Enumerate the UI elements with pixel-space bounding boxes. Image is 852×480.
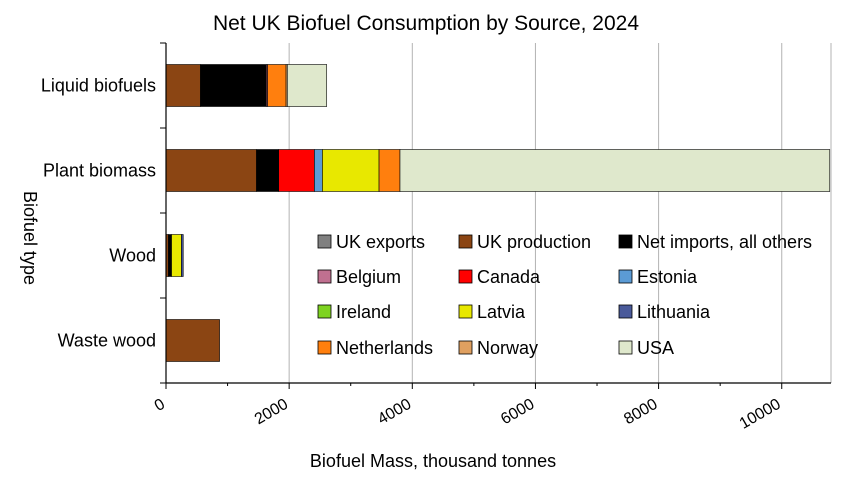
x-axis-label: Biofuel Mass, thousand tonnes — [310, 451, 556, 471]
bar-segment — [200, 64, 267, 107]
legend-item: UK exports — [317, 232, 425, 252]
legend-swatch — [618, 304, 633, 319]
bar-segment — [256, 149, 279, 192]
legend-swatch — [618, 340, 633, 355]
bar-segment — [267, 64, 287, 107]
legend: UK exports UK production Net imports, all … — [317, 232, 812, 358]
x-tick-label: 0 — [152, 396, 168, 415]
bar-segment — [399, 149, 831, 192]
legend-item: UK production — [458, 232, 591, 252]
legend-label: Canada — [477, 267, 541, 287]
bar-segment — [322, 149, 380, 192]
legend-swatch — [317, 304, 332, 319]
legend-item: Belgium — [317, 267, 401, 287]
y-tick-label: Plant biomass — [43, 161, 156, 181]
legend-swatch — [618, 234, 633, 249]
x-tick-label: 6000 — [498, 396, 537, 429]
gridlines — [288, 43, 832, 383]
bar-segment — [165, 319, 220, 362]
bar-segment — [165, 149, 257, 192]
x-tick-label: 2000 — [252, 396, 291, 429]
bar-segment — [378, 149, 401, 192]
y-tick-label: Wood — [109, 246, 156, 266]
bar-segment — [165, 64, 201, 107]
y-axis-label: Biofuel type — [20, 191, 40, 285]
legend-label: USA — [637, 338, 674, 358]
legend-item: Latvia — [458, 302, 526, 322]
bar-segment — [287, 64, 328, 107]
x-tick-label: 10000 — [737, 396, 784, 433]
legend-item: Lithuania — [618, 302, 711, 322]
legend-swatch — [458, 269, 473, 284]
legend-item: Netherlands — [317, 338, 433, 358]
legend-label: Ireland — [336, 302, 391, 322]
legend-label: Latvia — [477, 302, 526, 322]
legend-item: Canada — [458, 267, 541, 287]
legend-swatch — [317, 340, 332, 355]
chart-title: Net UK Biofuel Consumption by Source, 20… — [213, 12, 639, 35]
x-tick-label: 8000 — [621, 396, 660, 429]
legend-label: Estonia — [637, 267, 698, 287]
legend-item: Net imports, all others — [618, 232, 812, 252]
legend-item: Estonia — [618, 267, 698, 287]
y-tick-label: Liquid biofuels — [41, 76, 156, 96]
y-tick-label: Waste wood — [58, 331, 156, 351]
legend-item: Ireland — [317, 302, 391, 322]
legend-item: USA — [618, 338, 674, 358]
legend-swatch — [317, 269, 332, 284]
legend-swatch — [317, 234, 332, 249]
legend-label: UK exports — [336, 232, 425, 252]
legend-label: Norway — [477, 338, 538, 358]
legend-label: Lithuania — [637, 302, 711, 322]
legend-item: Norway — [458, 338, 538, 358]
legend-label: Net imports, all others — [637, 232, 812, 252]
legend-label: Belgium — [336, 267, 401, 287]
legend-label: Netherlands — [336, 338, 433, 358]
legend-swatch — [458, 340, 473, 355]
legend-label: UK production — [477, 232, 591, 252]
bar-segment — [314, 149, 323, 192]
legend-swatch — [458, 304, 473, 319]
bar-segment — [181, 234, 184, 277]
bar-segment — [278, 149, 315, 192]
x-tick-label: 4000 — [375, 396, 414, 429]
legend-swatch — [458, 234, 473, 249]
bar-segment — [171, 234, 182, 277]
bars — [165, 64, 831, 362]
bar-segment — [168, 234, 172, 277]
legend-swatch — [618, 269, 633, 284]
